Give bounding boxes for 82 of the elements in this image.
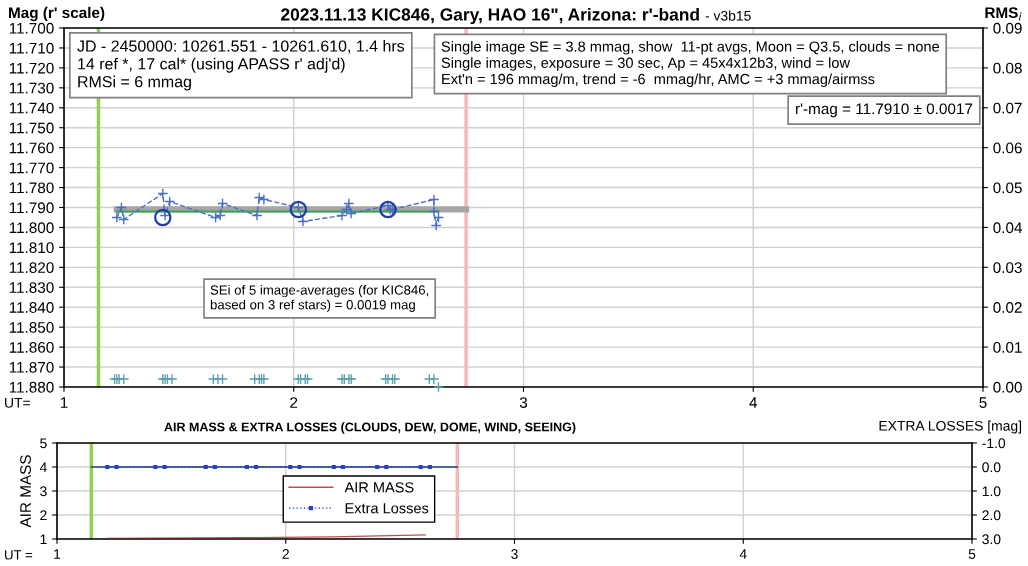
x-tick-label: 4 [739, 549, 747, 559]
chart-title: 2023.11.13 KIC846, Gary, HAO 16", Arizona: r'-band [281, 7, 699, 25]
annotation: SEi of 5 image-averages (for KIC846, based on 3 ref stars) = 0.0019 mag [210, 285, 429, 312]
y-tick-label: 11.700 [9, 22, 54, 34]
y-tick-label: 11.810 [9, 242, 54, 254]
x-tick-label: 3 [519, 397, 528, 408]
point [251, 209, 263, 222]
y-tick-label: 1 [40, 534, 47, 545]
y-tick-label: 11.840 [9, 302, 54, 313]
point [430, 219, 442, 232]
y2-tick-label: 0.06 [993, 142, 1022, 154]
y-tick-label: 11.860 [9, 341, 54, 353]
y-tick-label: 11.710 [9, 42, 54, 54]
y-tick-label: 11.790 [9, 202, 54, 214]
y2-tick-label: 0.0 [982, 462, 1001, 473]
y2-tick-label: 0.01 [993, 341, 1022, 353]
point [216, 197, 229, 210]
legend-label: Extra Losses [345, 503, 429, 514]
y2-tick-label: 2.0 [982, 510, 1001, 521]
x-tick-label: 2 [282, 549, 289, 559]
text: UT= [5, 398, 30, 408]
x-tick-label: 1 [60, 397, 68, 408]
y-tick-label: 11.760 [9, 142, 54, 154]
point [154, 208, 172, 227]
chart-title: AIR MASS & EXTRA LOSSES (CLOUDS, DEW, DOME, WIND, SEEING) [164, 422, 576, 434]
point [428, 193, 440, 206]
point [297, 215, 309, 228]
y-tick-label: 3 [40, 486, 47, 497]
chart-subtitle: - v3b15 [705, 10, 751, 21]
point [253, 191, 265, 204]
y2-tick-label: 1.0 [982, 486, 1001, 497]
y-tick-label: 11.820 [9, 262, 54, 274]
y2-tick-label: 0.04 [993, 222, 1023, 234]
y2-tick-label: 3.0 [982, 534, 1001, 545]
x-tick-label: 4 [749, 397, 758, 408]
x-tick-label: 1 [54, 549, 61, 559]
y-tick-label: 4 [39, 462, 47, 473]
y-axis-title: AIR MASS [20, 455, 31, 528]
point [210, 211, 222, 224]
x-tick-label: 2 [290, 397, 298, 408]
point [345, 207, 357, 220]
x-tick-label: 5 [979, 397, 987, 408]
y2-tick-label: 0.05 [993, 182, 1022, 194]
y2-tick-label: 0.09 [993, 22, 1022, 34]
point [289, 200, 308, 219]
x-tick-label: 3 [511, 549, 518, 559]
annotation: r'-mag = 11.7910 ± 0.0017 [796, 103, 973, 118]
x-tick-label: 5 [968, 549, 976, 559]
point [115, 201, 127, 214]
annotation: JD - 2450000: 10261.551 - 10261.610, 1.4 hrs 14 ref *, 17 cal* (using APASS r' adj'd) RMSi = 6 mmag [77, 40, 405, 91]
y-tick-label: 11.780 [9, 182, 54, 194]
y2-axis-title: RMS$_{i}$ [985, 7, 1022, 21]
point [164, 195, 176, 208]
y2-tick-label: -1.0 [982, 438, 1006, 449]
point [118, 213, 130, 226]
y2-tick-label: 0.03 [993, 262, 1022, 274]
text: UT = [5, 550, 33, 560]
point [432, 211, 445, 224]
legend-label: AIR MASS [344, 482, 414, 493]
y-tick-label: 11.830 [9, 282, 54, 293]
y-tick-label: 5 [40, 438, 47, 449]
y2-tick-label: 0.00 [993, 381, 1022, 393]
y-tick-label: 11.750 [9, 122, 54, 134]
y-tick-label: 11.850 [9, 322, 54, 333]
y2-axis-title: EXTRA LOSSES [mag] [879, 420, 1022, 434]
y-tick-label: 11.770 [9, 162, 54, 174]
y-tick-label: 2 [40, 510, 47, 521]
y-tick-label: 11.880 [9, 381, 54, 393]
y-tick-label: 11.870 [9, 361, 54, 373]
annotation: Single image SE = 3.8 mmag, show 11-pt avgs, Moon = Q3.5, clouds = none Single images, exposure = 30 sec, Ap = 45x4x12b3, wind = low Ext'n = 196 mmag/m, trend = -6 mmag/hr, AMC = +3 mmag/airmss [441, 41, 940, 88]
y-tick-label: 11.740 [9, 102, 54, 114]
y-axis-title: Mag (r' scale) [9, 6, 105, 22]
y-tick-label: 11.800 [9, 222, 54, 234]
point [428, 205, 440, 218]
y2-tick-label: 0.07 [993, 102, 1022, 114]
y-tick-label: 11.720 [9, 62, 54, 74]
y-tick-label: 11.730 [9, 82, 54, 94]
point [379, 200, 397, 219]
point [157, 187, 169, 200]
point [111, 211, 123, 224]
y2-tick-label: 0.08 [993, 62, 1022, 74]
y2-tick-label: 0.02 [993, 302, 1022, 313]
